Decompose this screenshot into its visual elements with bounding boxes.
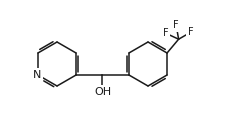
Text: N: N [33, 70, 41, 80]
Text: F: F [187, 27, 193, 37]
Text: OH: OH [94, 87, 111, 97]
Text: F: F [162, 28, 168, 38]
Text: F: F [173, 20, 178, 30]
